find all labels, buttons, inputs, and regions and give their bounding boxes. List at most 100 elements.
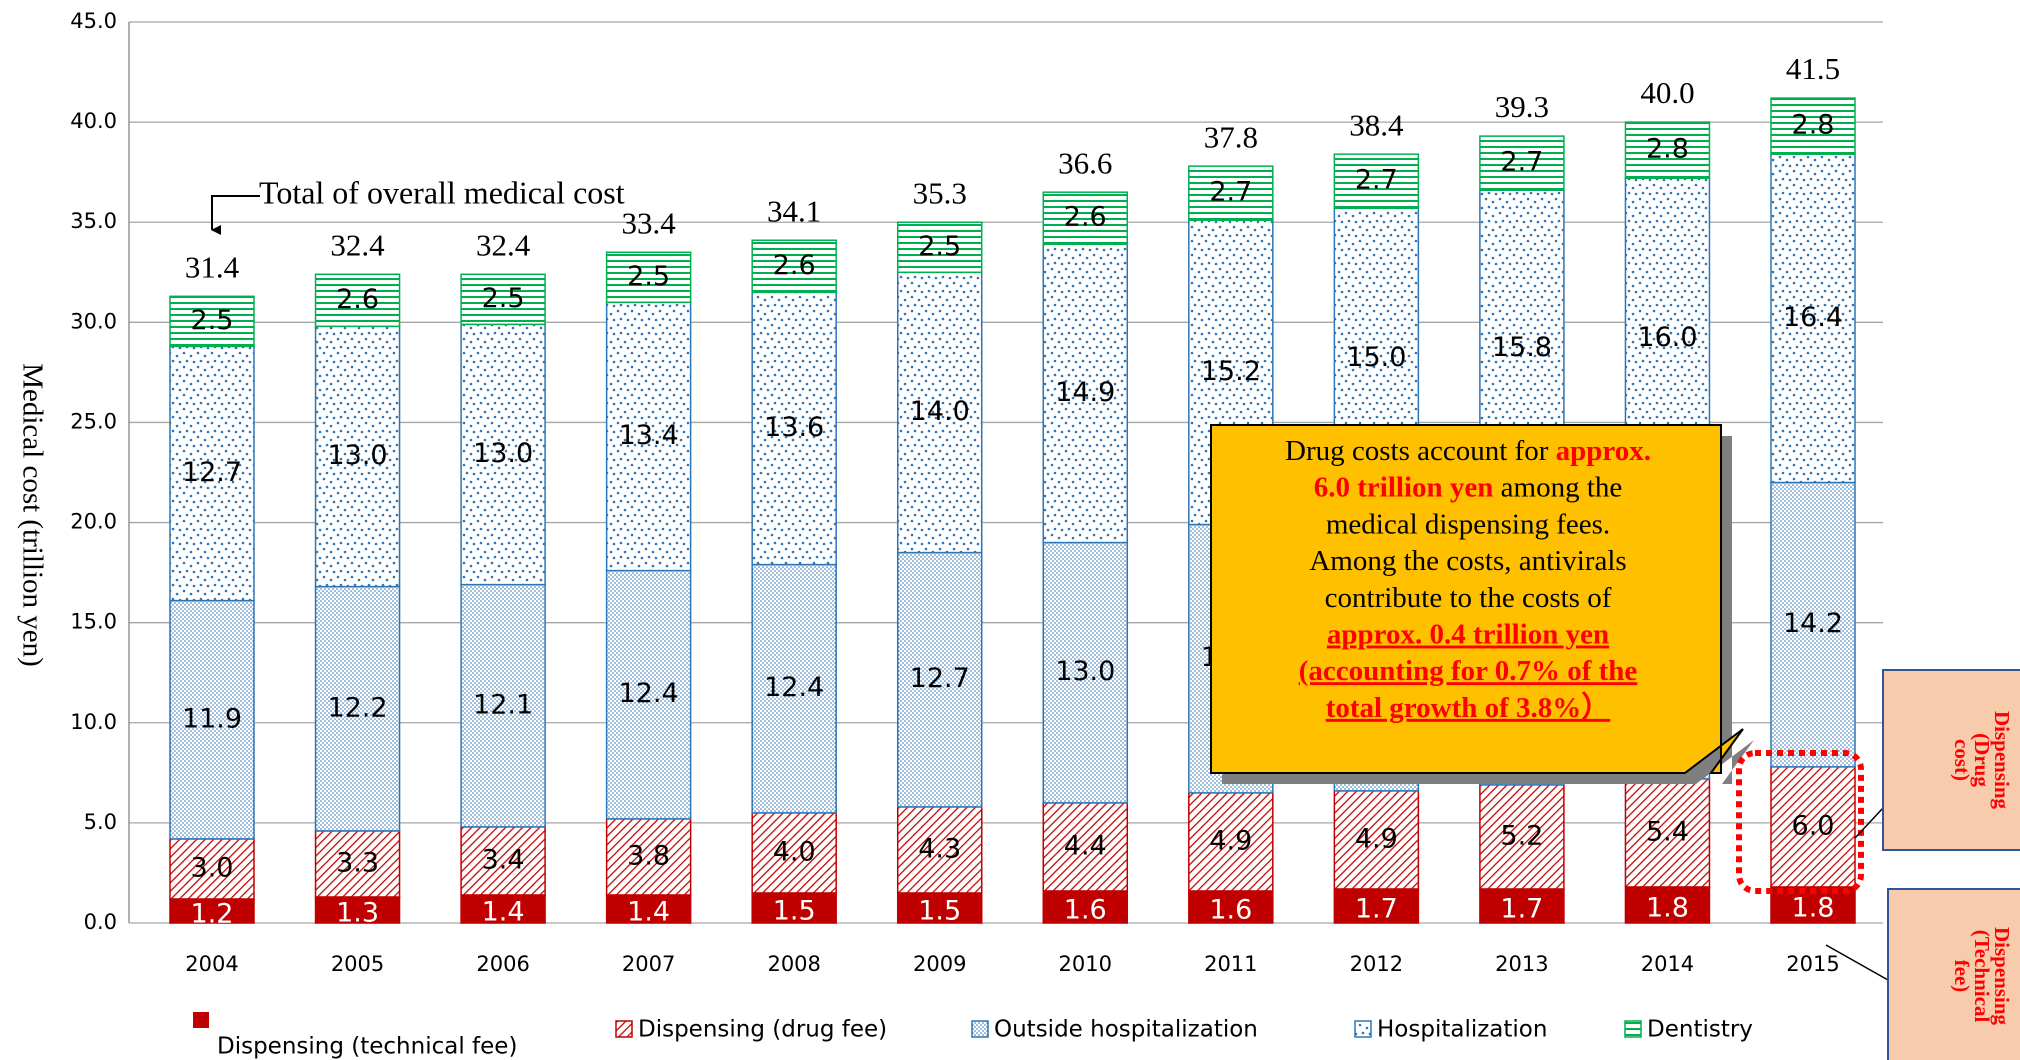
segment-label: 1.2 xyxy=(191,898,234,929)
bar-segment xyxy=(1624,121,1711,179)
total-label: 41.5 xyxy=(1786,51,1840,86)
y-tick-label: 15.0 xyxy=(70,610,117,634)
segment-label: 1.7 xyxy=(1355,893,1398,924)
bar-segment xyxy=(1333,790,1420,890)
bar-segment xyxy=(169,599,255,840)
annotation-arrow xyxy=(211,195,260,235)
x-tick-label: 2013 xyxy=(1495,952,1548,976)
callout-part: 6.0 trillion yen xyxy=(1314,471,1494,503)
y-tick-label: 45.0 xyxy=(70,9,117,33)
total-label: 37.8 xyxy=(1204,119,1258,154)
segment-label: 13.4 xyxy=(619,420,679,451)
segment-label: 2.7 xyxy=(1209,177,1252,208)
highlight-ring xyxy=(1736,750,1864,894)
segment-label: 1.8 xyxy=(1792,892,1835,923)
segment-label: 15.2 xyxy=(1201,356,1261,387)
segment-label: 15.0 xyxy=(1346,342,1406,373)
bar-segment xyxy=(751,291,837,566)
side-label: Dispensing xyxy=(1990,927,2014,1026)
x-tick-label: 2010 xyxy=(1059,952,1112,976)
callout-line: Drug costs account for approx. xyxy=(1285,435,1651,467)
bar-segment xyxy=(1770,766,1856,888)
bar-segment xyxy=(1770,97,1856,155)
y-tick-label: 5.0 xyxy=(84,810,117,834)
segment-label: 14.9 xyxy=(1055,377,1115,408)
total-label: 40.0 xyxy=(1640,75,1694,110)
segment-label: 13.0 xyxy=(1055,656,1115,687)
bar-segment xyxy=(460,583,546,828)
callout-line: (accounting for 0.7% of the xyxy=(1299,655,1638,687)
leader-line xyxy=(1854,807,1884,839)
legend: Dispensing (technical fee) Dispensing (dr… xyxy=(193,1012,1753,1060)
segment-label: 14.0 xyxy=(910,396,970,427)
bar-segment xyxy=(1042,191,1129,245)
segment-label: 1.6 xyxy=(1209,894,1252,925)
x-tick-label: 2006 xyxy=(476,952,529,976)
callout-part: Drug costs account for xyxy=(1285,435,1556,467)
bar-segment xyxy=(605,301,692,572)
bar-segment xyxy=(605,251,692,304)
legend-swatch xyxy=(1624,1020,1642,1038)
bar-segment xyxy=(314,325,401,588)
bar-segment xyxy=(896,806,983,894)
total-label: 33.4 xyxy=(622,205,677,240)
bar-segment xyxy=(1188,792,1274,892)
segment-label: 2.6 xyxy=(773,250,816,281)
bar-segment xyxy=(751,892,837,924)
total-label: 39.3 xyxy=(1495,89,1549,124)
callout-line: 6.0 trillion yen among the xyxy=(1314,471,1623,503)
segment-label: 2.6 xyxy=(336,284,379,315)
bar-segment xyxy=(1042,243,1129,544)
bar-segment xyxy=(896,551,983,808)
bar-segment xyxy=(751,563,837,814)
bar-segment xyxy=(1042,541,1129,804)
total-label: 36.6 xyxy=(1058,145,1112,180)
side-box xyxy=(1882,669,2020,851)
segment-label: 1.3 xyxy=(336,897,379,928)
x-tick-label: 2014 xyxy=(1641,952,1694,976)
total-label: 38.4 xyxy=(1349,107,1404,142)
segment-label: 4.4 xyxy=(1064,830,1107,861)
segment-label: 1.8 xyxy=(1646,892,1689,923)
x-tick-label: 2009 xyxy=(913,952,966,976)
segment-label: 16.0 xyxy=(1637,322,1697,353)
bar-segment xyxy=(1333,888,1420,924)
bar-segment xyxy=(896,271,983,554)
segment-label: 12.1 xyxy=(473,689,533,720)
callout-part: among the xyxy=(1493,471,1622,503)
legend-label: Outside hospitalization xyxy=(994,1017,1258,1043)
callout-line: contribute to the costs of xyxy=(1325,581,1612,613)
callout-part: contribute to the costs of xyxy=(1325,581,1612,613)
bar-segment xyxy=(169,345,255,602)
total-label: 32.4 xyxy=(476,227,531,262)
bar-segment xyxy=(1479,888,1565,924)
x-tick-label: 2015 xyxy=(1786,952,1839,976)
segment-label: 11.9 xyxy=(182,703,242,734)
legend-label: Dispensing (technical fee) xyxy=(217,1034,517,1060)
segment-label: 3.3 xyxy=(336,847,379,878)
callout-text: Drug costs account for approx. 6.0 trilli… xyxy=(1285,435,1651,724)
segment-label: 3.4 xyxy=(482,844,525,875)
bar-segment xyxy=(314,896,401,924)
bar-segment xyxy=(460,894,546,924)
callout-part: total growth of 3.8%） xyxy=(1326,691,1611,724)
bar-segment xyxy=(169,295,255,348)
legend-swatch xyxy=(615,1020,633,1038)
segment-label: 2.8 xyxy=(1792,110,1835,141)
segment-label: 12.7 xyxy=(182,457,242,488)
bar-segment xyxy=(460,826,546,896)
segment-label: 3.0 xyxy=(191,852,234,883)
segment-label: 2.5 xyxy=(918,231,961,262)
bar-segment xyxy=(1770,153,1856,484)
bar-segment xyxy=(314,830,401,898)
callout-box xyxy=(1210,424,1744,774)
segment-label: 12.4 xyxy=(619,678,679,709)
segment-label: 1.4 xyxy=(482,896,525,927)
segment-label: 13.0 xyxy=(327,440,387,471)
segment-label: 1.5 xyxy=(918,895,961,926)
bar-segment xyxy=(1333,153,1420,209)
segment-label: 2.7 xyxy=(1355,165,1398,196)
x-tick-label: 2011 xyxy=(1204,952,1257,976)
callout-part: Among the costs, antivirals xyxy=(1309,545,1626,577)
